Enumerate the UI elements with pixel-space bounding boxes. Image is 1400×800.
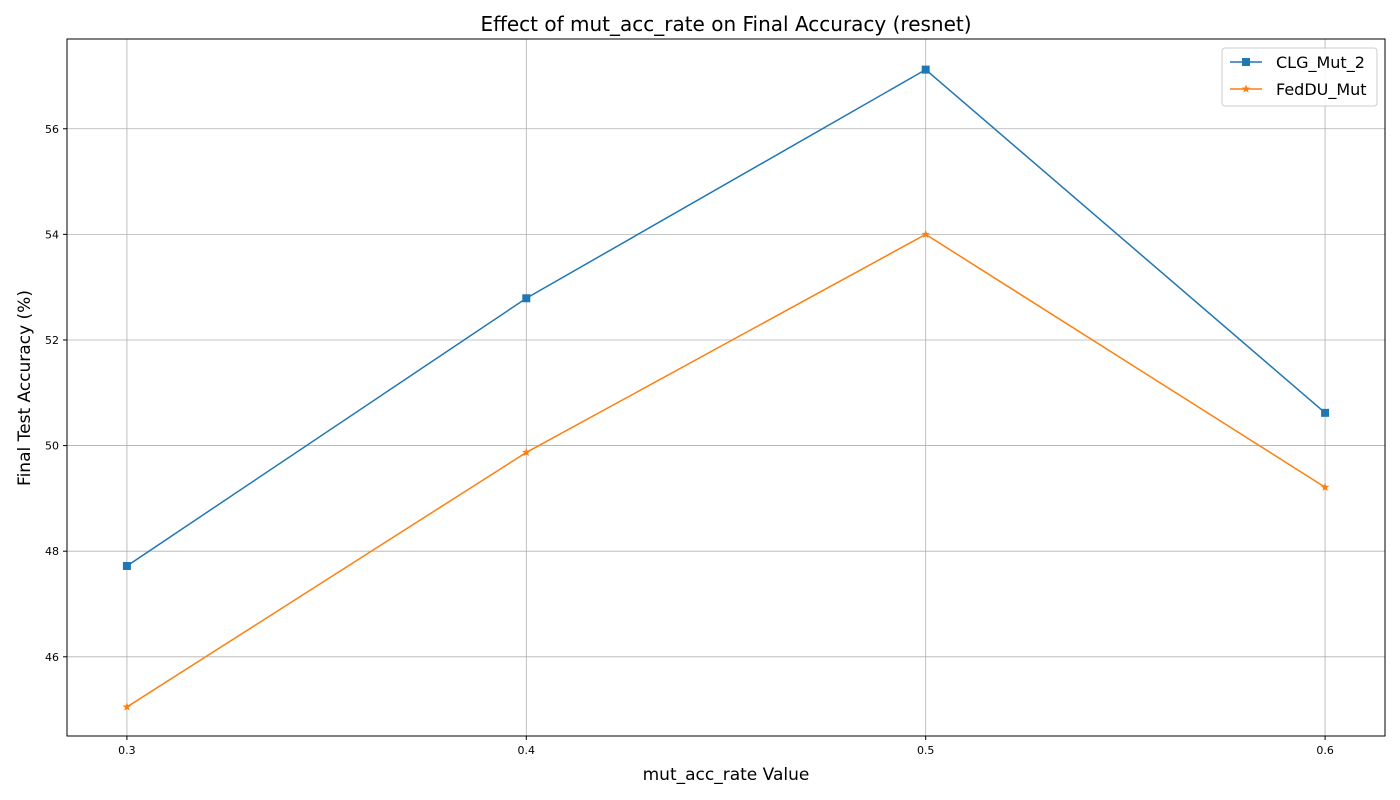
- data-point-clg-mut-2: [921, 65, 930, 74]
- plot-frame: [66, 38, 1386, 737]
- legend-marker-clg-mut-2: [1242, 58, 1250, 66]
- legend-label-clg-mut-2: CLG_Mut_2: [1276, 53, 1365, 73]
- x-axis-label: mut_acc_rate Value: [643, 765, 810, 785]
- series-line-feddu-mut: [126, 233, 1326, 708]
- y-tick-label: 50: [45, 440, 59, 453]
- y-axis-label: Final Test Accuracy (%): [15, 290, 35, 486]
- data-point-feddu-mut: [1320, 482, 1330, 491]
- data-point-clg-mut-2: [122, 561, 131, 570]
- x-tick-label: 0.4: [518, 744, 536, 757]
- data-point-feddu-mut: [522, 447, 531, 457]
- legend-label-feddu-mut: FedDU_Mut: [1276, 80, 1367, 100]
- x-tick-label: 0.5: [917, 744, 935, 757]
- y-tick-label: 52: [45, 334, 59, 347]
- data-point-feddu-mut: [921, 229, 930, 239]
- series-line-clg-mut-2: [126, 68, 1326, 567]
- chart-title: Effect of mut_acc_rate on Final Accuracy…: [480, 12, 971, 36]
- data-point-clg-mut-2: [522, 294, 531, 303]
- x-tick-label: 0.6: [1316, 744, 1334, 757]
- x-tick-label: 0.3: [118, 744, 136, 757]
- series-layer: [122, 65, 1330, 711]
- legend-marker-feddu-mut: [1241, 84, 1251, 93]
- y-tick-label: 56: [45, 123, 59, 136]
- y-tick-label: 54: [45, 228, 59, 241]
- legend: CLG_Mut_2 FedDU_Mut: [1221, 47, 1378, 107]
- data-point-feddu-mut: [122, 702, 132, 711]
- y-tick-label: 46: [45, 651, 59, 664]
- grid: [67, 39, 1385, 736]
- y-tick-label: 48: [45, 545, 59, 558]
- axis-ticks: 0.3 0.4 0.5 0.6 46 48 50 52 54 56: [45, 123, 1334, 757]
- data-point-clg-mut-2: [1321, 408, 1330, 417]
